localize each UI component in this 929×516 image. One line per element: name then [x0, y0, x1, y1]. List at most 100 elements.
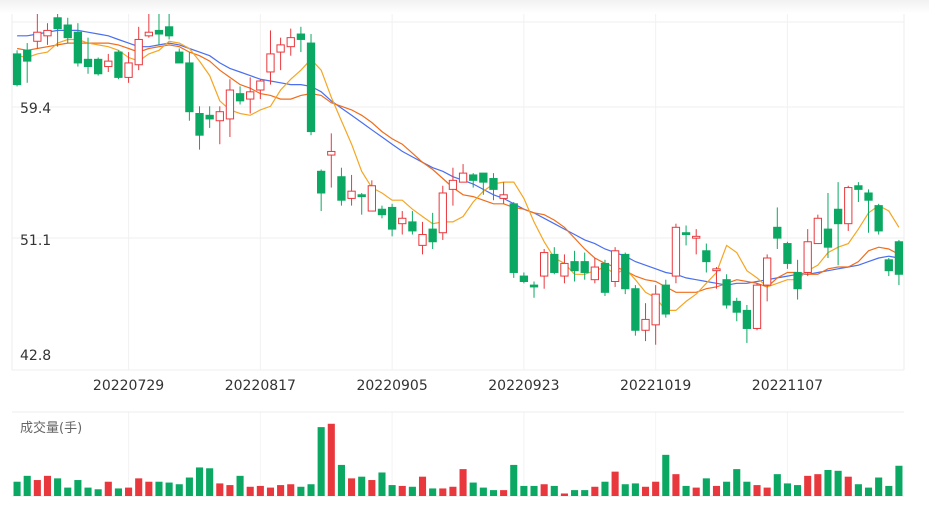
candle: [185, 52, 194, 121]
candle: [813, 214, 822, 245]
volume-bar: [84, 487, 92, 496]
candle: [458, 164, 468, 183]
volume-bar: [33, 480, 41, 496]
candle-body: [114, 51, 123, 78]
candle-body: [23, 49, 32, 62]
candle: [671, 223, 681, 284]
candle: [235, 86, 245, 105]
volume-title: 成交量(手): [20, 420, 82, 436]
candle: [448, 167, 458, 206]
candle: [560, 254, 569, 284]
date-tick-label: 20220729: [93, 378, 164, 394]
candle: [692, 229, 701, 255]
volume-bar: [256, 485, 264, 496]
candle: [408, 211, 417, 235]
candle: [347, 174, 356, 206]
candle: [833, 182, 843, 266]
moving-average-lines: [16, 29, 900, 311]
candle-body: [813, 217, 822, 245]
candle-body: [276, 44, 285, 53]
candle: [195, 106, 204, 150]
price-axis-labels: 59.4 51.1 42.8: [20, 101, 51, 364]
candle-body: [458, 172, 468, 183]
candle: [357, 192, 366, 215]
candle-body: [600, 262, 610, 293]
candle: [256, 79, 265, 100]
volume-bar: [429, 488, 437, 496]
volume-bar: [540, 484, 548, 496]
candle-body: [337, 176, 346, 201]
candle-body: [844, 187, 853, 225]
candle-body: [134, 38, 143, 66]
volume-bar: [854, 484, 862, 496]
candle-body: [773, 226, 782, 239]
candle-body: [408, 221, 417, 232]
candle-body: [833, 208, 843, 225]
candle: [104, 53, 113, 72]
candle: [53, 10, 62, 47]
volume-bar: [348, 478, 356, 496]
volume-bar: [327, 423, 335, 496]
candle-body: [580, 261, 589, 273]
candle: [610, 247, 620, 287]
candle: [175, 48, 184, 64]
date-axis-labels: 20220729 20220817 20220905 20220923 20221019…: [93, 378, 823, 394]
candle: [469, 173, 478, 188]
candle: [519, 272, 529, 284]
volume-bar: [388, 485, 396, 496]
volume-bar: [297, 486, 305, 496]
candle: [154, 12, 164, 45]
candle-body: [722, 279, 731, 306]
volume-bar: [135, 478, 143, 496]
candle-body: [266, 53, 275, 73]
candle: [63, 17, 72, 44]
volume-bar: [489, 490, 498, 496]
volume-bar: [520, 485, 528, 496]
candle: [763, 254, 772, 302]
candle: [732, 297, 741, 322]
price-tick-label: 51.1: [20, 233, 51, 249]
volume-bar: [560, 493, 568, 496]
volume-bar: [844, 476, 852, 496]
volume-bar: [712, 485, 721, 496]
volume-bar: [834, 470, 842, 496]
candle: [337, 167, 346, 206]
volume-bar: [23, 475, 31, 496]
volume-bar: [74, 480, 82, 496]
volume-bar: [94, 489, 102, 496]
volume-bar: [763, 487, 771, 496]
candle-body: [610, 250, 620, 282]
volume-bar: [723, 481, 731, 496]
volume-bar: [246, 486, 254, 496]
volume-bar: [277, 485, 285, 496]
candle: [12, 50, 22, 87]
candle: [124, 52, 133, 83]
volume-bar: [378, 472, 386, 496]
volume-bar: [621, 484, 629, 496]
candle: [823, 192, 833, 259]
volume-bar: [814, 474, 822, 496]
candle-body: [94, 58, 103, 75]
volume-bar: [54, 478, 62, 496]
price-tick-label: 59.4: [20, 101, 51, 117]
candle-body: [418, 234, 427, 246]
volume-bar: [500, 490, 508, 496]
candle: [266, 30, 275, 85]
volume-bar: [631, 483, 639, 496]
candle-body: [560, 262, 569, 277]
candle: [681, 225, 691, 246]
candle: [540, 248, 549, 289]
candle: [742, 304, 752, 343]
candle: [651, 285, 660, 345]
volume-bars: [13, 423, 903, 496]
volume-bar: [165, 482, 173, 496]
volume-bar: [733, 469, 741, 496]
candle-body: [763, 257, 772, 286]
candle: [712, 267, 721, 289]
volume-bar: [114, 488, 122, 496]
candle-body: [732, 300, 741, 313]
candle-body: [53, 17, 62, 30]
candle-body: [823, 228, 833, 248]
candle-body: [296, 33, 306, 40]
